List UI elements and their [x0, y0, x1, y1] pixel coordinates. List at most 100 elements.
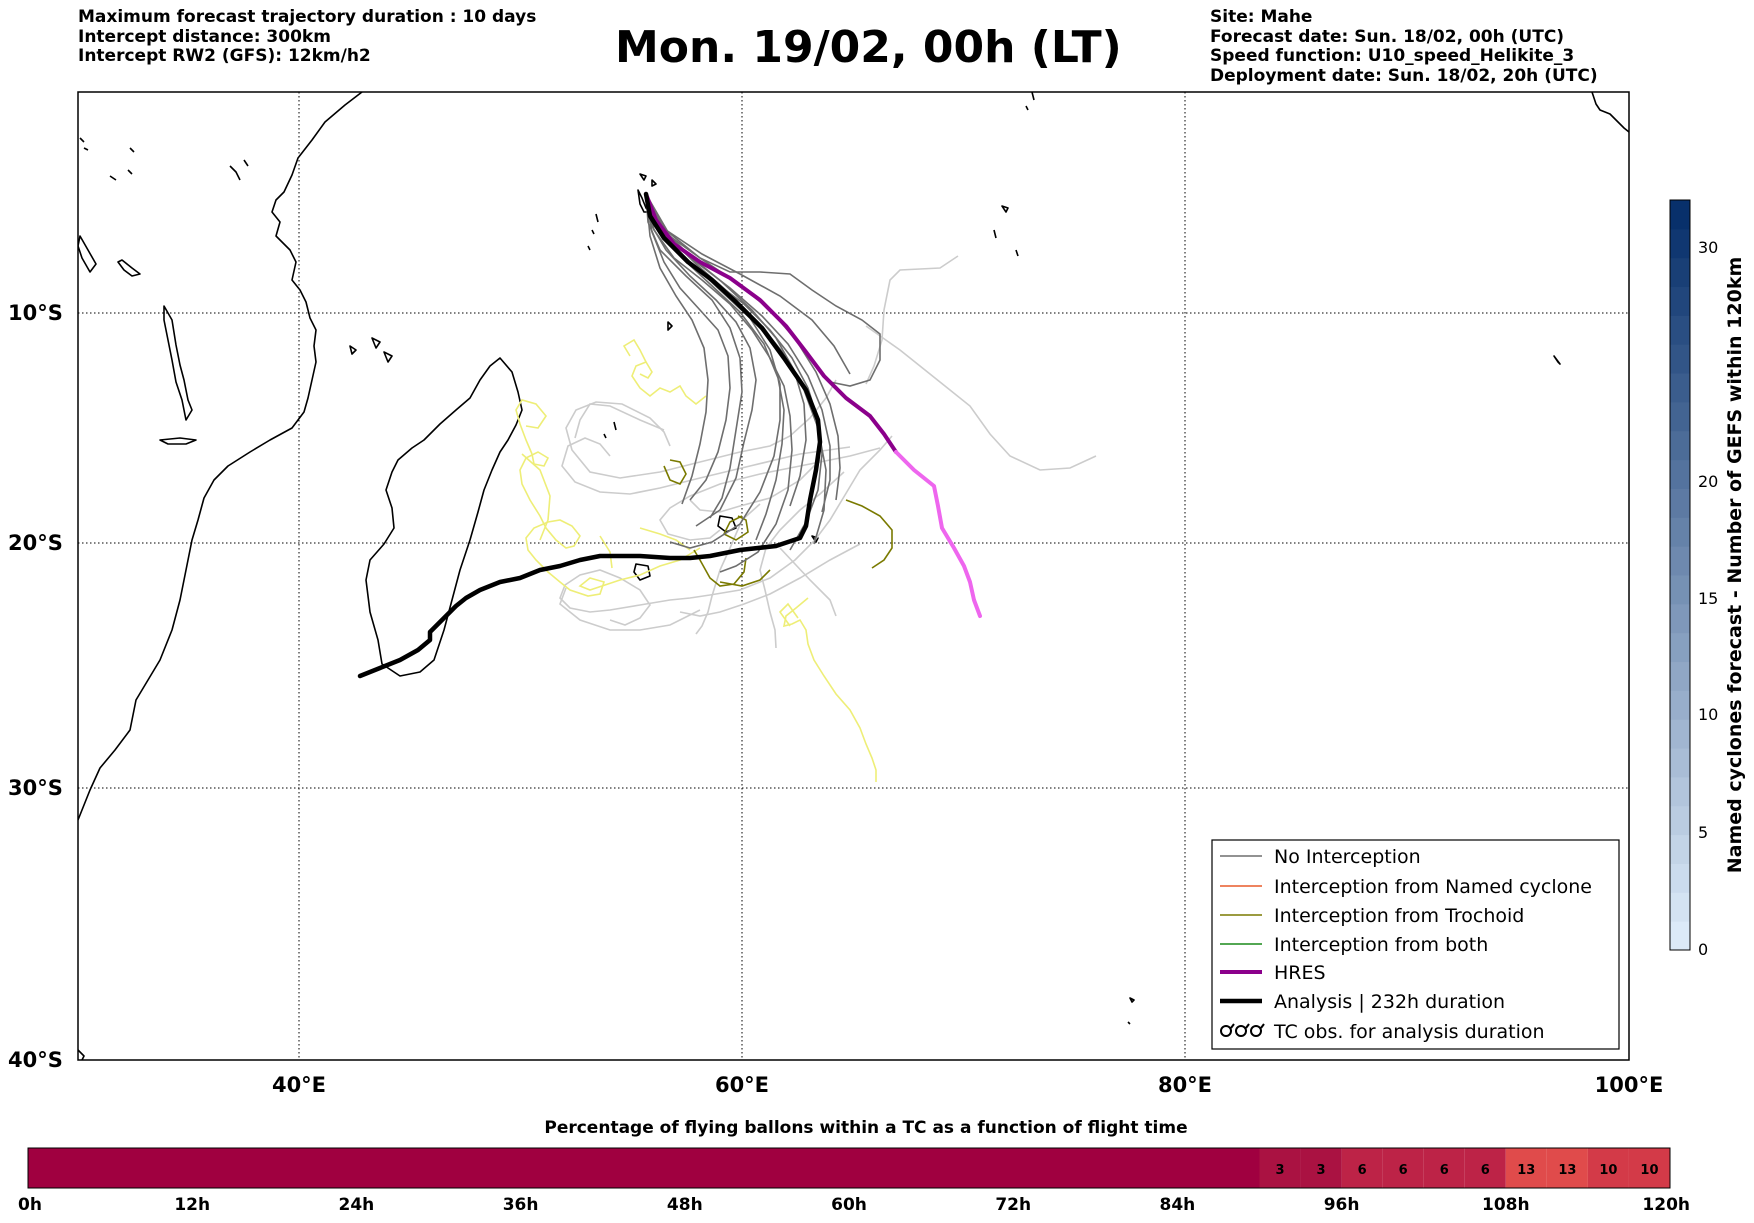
lon-label: 80°E [1158, 1073, 1212, 1097]
south-tip [78, 1049, 85, 1060]
side-colorbar-segment [1670, 690, 1690, 720]
legend-label: Interception from Named cyclone [1274, 876, 1592, 898]
africa-coastline [78, 92, 363, 821]
map-frame [77, 91, 1630, 1061]
no-interception-trajectory [645, 193, 881, 387]
side-colorbar-label: Named cyclones forecast - Number of GEFS… [1724, 257, 1746, 874]
bottom-colorbar-tick-label: 12h [174, 1195, 210, 1215]
side-colorbar-segment [1670, 719, 1690, 749]
bottom-colorbar-cell-value: 10 [1599, 1163, 1617, 1178]
socotra-coast-bits [229, 159, 249, 181]
maldives-islands [1025, 92, 1035, 111]
side-colorbar-segment [1670, 344, 1690, 374]
bottom-colorbar-cell-value: 6 [1440, 1163, 1449, 1178]
bottom-colorbar-cell [1300, 1148, 1342, 1188]
late-trajectory [559, 587, 701, 631]
trochoid-trajectory [845, 499, 893, 569]
bottom-colorbar-frame [27, 1147, 1671, 1189]
bottom-colorbar-cell-value: 6 [1358, 1163, 1367, 1178]
bottom-colorbar-cell-value: 13 [1517, 1163, 1535, 1178]
bottom-colorbar-tick-label: 60h [831, 1195, 867, 1215]
hres-trajectory-late [894, 450, 982, 618]
lon-label: 100°E [1595, 1073, 1664, 1097]
side-colorbar-segment [1670, 805, 1690, 836]
lat-label: 10°S [8, 301, 63, 325]
late-trochoid-trajectory [519, 451, 701, 597]
bottom-colorbar-cell-value: 6 [1399, 1163, 1408, 1178]
coastlines [78, 92, 1629, 1060]
hres-trajectory-early [644, 192, 898, 454]
bottom-colorbar-cell [1464, 1148, 1506, 1188]
bottom-colorbar-cell-value: 6 [1481, 1163, 1490, 1178]
side-colorbar-segment [1670, 834, 1690, 864]
bottom-colorbar-tick-label: 48h [667, 1195, 703, 1215]
bottom-colorbar-tick-label: 120h [1642, 1195, 1690, 1215]
legend: No Interception Interception from Named … [1211, 839, 1620, 1050]
side-colorbar-segment [1670, 921, 1690, 951]
legend-label: Interception from both [1274, 934, 1488, 956]
header-info-left: Maximum forecast trajectory duration : 1… [78, 7, 537, 67]
side-colorbar-frame [1669, 199, 1691, 951]
bottom-colorbar-tick-label: 96h [1324, 1195, 1360, 1215]
bottom-colorbar-tick-label: 0h [18, 1195, 42, 1215]
lat-label: 20°S [8, 531, 63, 555]
bottom-colorbar-cell [1341, 1148, 1383, 1188]
side-colorbar-segment [1670, 373, 1690, 403]
header-forecast-date: Forecast date: Sun. 18/02, 00h (UTC) [1210, 26, 1565, 47]
bottom-colorbar-cell [28, 1148, 1260, 1188]
side-colorbar-segment [1670, 748, 1690, 778]
amsterdam-island [1127, 997, 1135, 1025]
trochoid-trajectory [719, 569, 771, 587]
bottom-colorbar-cell [1259, 1148, 1301, 1188]
side-colorbar-segment [1670, 661, 1690, 691]
late-trajectory [779, 547, 837, 617]
header-intercept-distance: Intercept distance: 300km [78, 26, 331, 47]
no-interception-trajectory [645, 193, 841, 501]
bottom-colorbar-cell [1546, 1148, 1588, 1188]
bottom-colorbar-cell [1628, 1148, 1670, 1188]
side-colorbar: 0 5 10 15 20 30 Named cyclones forecast … [1669, 199, 1746, 959]
asia-coastline [1591, 92, 1629, 133]
side-colorbar-segment [1670, 459, 1690, 489]
late-trochoid-trajectory [778, 602, 799, 627]
late-trochoid-trajectory [622, 338, 647, 363]
late-trajectories [559, 255, 1097, 649]
side-colorbar-segment [1670, 575, 1690, 605]
legend-label: Analysis | 232h duration [1274, 991, 1505, 1013]
late-trajectory [574, 403, 665, 439]
bottom-colorbar-tick-label: 84h [1160, 1195, 1196, 1215]
no-interception-trajectory [645, 193, 709, 505]
no-interception-trajectory [645, 193, 785, 541]
side-colorbar-tick: 10 [1698, 705, 1718, 724]
bottom-colorbar-cell-value: 3 [1317, 1163, 1326, 1178]
late-trajectory [565, 379, 837, 479]
bottom-colorbar-tick-label: 72h [995, 1195, 1031, 1215]
bottom-colorbar-cell [1423, 1148, 1465, 1188]
side-colorbar-tick: 20 [1698, 472, 1718, 491]
bottom-colorbar-cell-value: 10 [1640, 1163, 1658, 1178]
side-colorbar-tick: 5 [1698, 823, 1708, 842]
lake-tanganyika [78, 235, 97, 273]
page-title: Mon. 19/02, 00h (LT) [615, 22, 1122, 73]
bottom-colorbar-title: Percentage of flying ballons within a TC… [544, 1118, 1187, 1138]
legend-box [1211, 839, 1620, 1050]
madagascar-coastline [365, 357, 523, 677]
bottom-colorbar-cell [1505, 1148, 1547, 1188]
side-colorbar-segment [1670, 863, 1690, 893]
agalega [667, 321, 673, 331]
late-trajectory [865, 255, 959, 385]
header-max-duration: Maximum forecast trajectory duration : 1… [78, 7, 537, 27]
side-colorbar-segment [1670, 632, 1690, 663]
bottom-colorbar-tick-label: 36h [503, 1195, 539, 1215]
tc-obs-icon [1220, 1023, 1265, 1037]
lon-label: 60°E [715, 1073, 769, 1097]
lat-label: 40°S [8, 1048, 63, 1072]
header-deployment-date: Deployment date: Sun. 18/02, 20h (UTC) [1210, 65, 1598, 86]
side-colorbar-segment [1670, 517, 1690, 547]
legend-label: Interception from Trochoid [1274, 905, 1524, 927]
late-trajectory [689, 459, 821, 513]
no-interception-trajectory [645, 193, 757, 527]
side-colorbar-tick: 15 [1698, 589, 1718, 608]
lake-nyasa [163, 305, 193, 421]
